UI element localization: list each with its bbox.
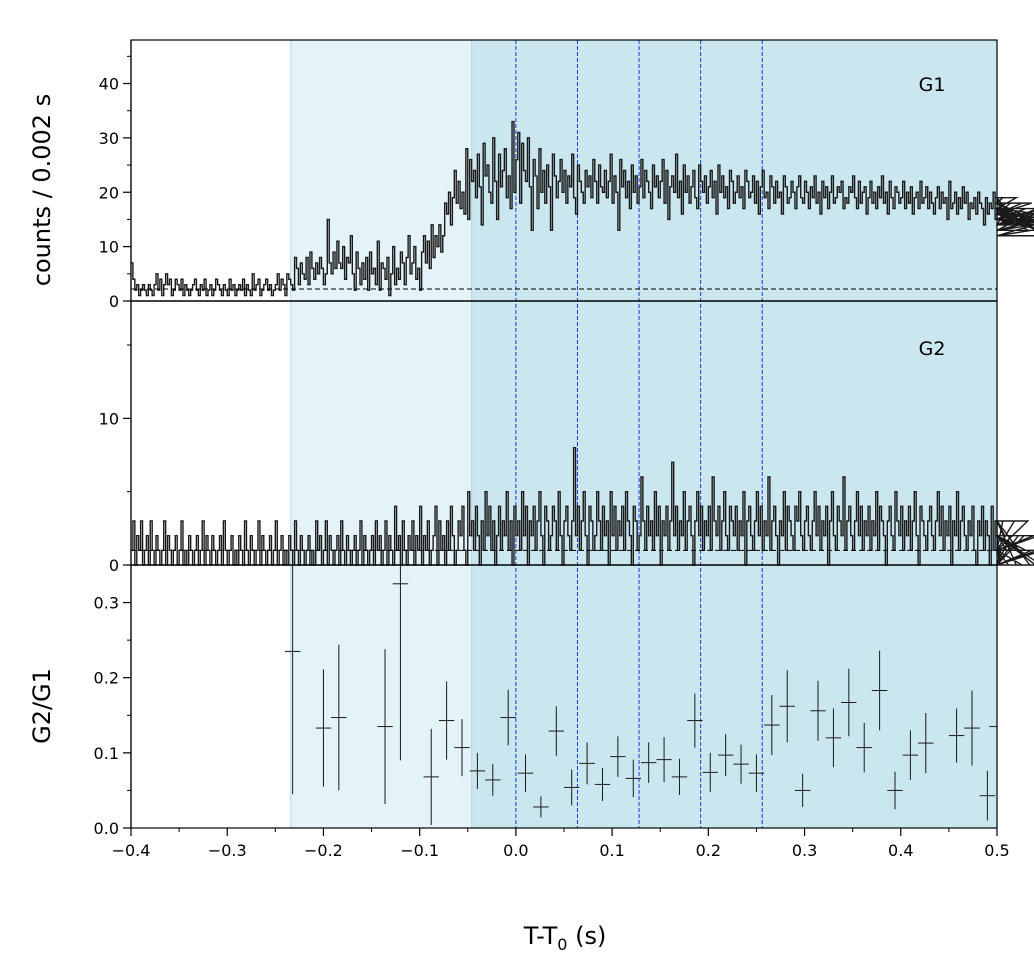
shaded-interval-dark [471,40,997,828]
y-tick-label: 40 [99,75,119,94]
y-tick-label: 0 [109,556,119,575]
y-tick-label: 0 [109,292,119,311]
shaded-interval-light [290,40,472,828]
x-tick-label: −0.1 [400,841,439,860]
x-tick-label: 0.1 [599,841,624,860]
x-tick-label: −0.2 [304,841,343,860]
dashed-vertical-lines [515,40,763,828]
y-tick-label: 20 [99,183,119,202]
x-axis-title-unit: (s) [567,922,606,950]
y-axis-title-counts: counts / 0.002 s [28,94,56,286]
y-tick-label: 10 [99,409,119,428]
x-tick-label: −0.3 [208,841,247,860]
panel-1: 0 10 20 30 40 [99,40,1034,311]
x-tick-label: 0.2 [696,841,721,860]
y-tick-label: 30 [99,129,119,148]
shaded-intervals [290,40,997,828]
y-axis-title-ratio: G2/G1 [28,668,56,744]
y-tick-label: 0.2 [94,669,119,688]
panel-label-g2: G2 [919,338,946,360]
y-tick-label: 0.1 [94,744,119,763]
y-tick-label: 0.0 [94,819,119,838]
x-tick-label: −0.4 [112,841,151,860]
x-axis: −0.4 −0.3 −0.2 −0.1 0.0 0.1 0.2 0.3 0.4 0.5 [112,39,1010,860]
panel-label-g1: G1 [919,74,946,96]
x-tick-label: 0.5 [984,841,1009,860]
x-axis-title: T-T0 (s) [523,922,607,954]
x-tick-label: 0.4 [888,841,913,860]
x-tick-label: 0.3 [792,841,817,860]
y-tick-label: 10 [99,238,119,257]
x-tick-label: 0.0 [503,841,528,860]
x-axis-title-main: T-T [523,922,558,950]
y-tick-label: 0.3 [94,594,119,613]
x-axis-title-subscript: 0 [557,935,567,954]
step-curve-G1 [131,120,1034,297]
